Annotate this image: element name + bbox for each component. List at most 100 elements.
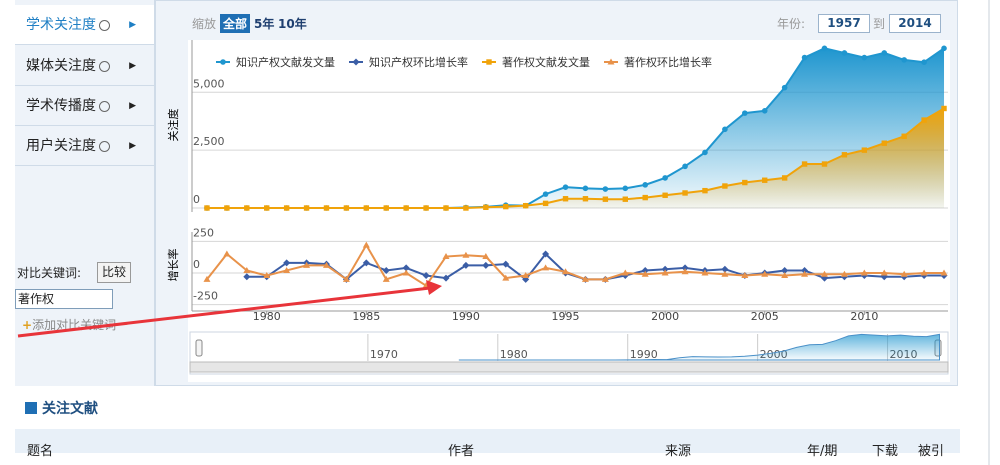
y-tick-label: 5,000 — [193, 77, 225, 90]
data-point — [681, 264, 689, 272]
item-label: 媒体关注度 — [26, 58, 96, 74]
data-point — [861, 147, 868, 153]
legend-label: 著作权文献发文量 — [502, 55, 590, 69]
sidebar-item[interactable]: 学术关注度 ▶ — [15, 5, 154, 45]
data-point — [861, 54, 868, 61]
data-point — [422, 272, 430, 280]
data-point — [820, 270, 828, 277]
data-point — [881, 50, 888, 56]
data-point — [562, 268, 570, 275]
data-point — [303, 261, 311, 268]
data-point — [741, 272, 749, 279]
y-tick-label: 0 — [193, 193, 200, 206]
sidebar: 学术关注度 ▶ 媒体关注度 ▶ 学术传播度 ▶ 用户关注度 ▶ 对比关键词: 比较 著作… — [15, 0, 155, 386]
sidebar-item[interactable]: 学术传播度 ▶ — [15, 86, 154, 126]
sidebar-item[interactable]: 媒体关注度 ▶ — [15, 46, 154, 86]
x-tick-label: 2005 — [751, 310, 779, 323]
data-point — [941, 45, 947, 52]
data-point — [503, 203, 509, 210]
data-point — [901, 133, 907, 139]
data-point — [462, 261, 470, 269]
data-point — [801, 161, 808, 167]
data-point — [821, 161, 828, 167]
data-point — [762, 177, 768, 183]
data-point — [482, 253, 490, 260]
data-point — [681, 268, 689, 275]
data-point — [402, 264, 410, 272]
y2-axis-title: 增长率 — [166, 249, 180, 282]
data-point — [702, 149, 708, 156]
data-point — [781, 84, 788, 91]
table-header-row — [15, 429, 960, 453]
data-point — [443, 205, 449, 211]
legend-label: 知识产权环比增长率 — [369, 55, 468, 69]
data-point — [622, 196, 628, 202]
data-point — [801, 266, 809, 274]
data-point — [661, 269, 669, 276]
x-tick-label: 1990 — [452, 310, 480, 323]
y-axis-title: 关注度 — [166, 109, 180, 142]
data-point — [442, 274, 450, 282]
data-point — [661, 265, 669, 273]
data-point — [841, 50, 848, 56]
data-point — [402, 269, 410, 276]
series-line — [246, 252, 945, 281]
compare-button[interactable]: 比较 — [97, 262, 131, 283]
column-header: 年/期 — [807, 444, 838, 459]
data-point — [642, 194, 648, 201]
data-point — [601, 275, 609, 282]
data-point — [621, 269, 629, 276]
year-to[interactable]: 2014 — [889, 14, 941, 33]
navigator-handle[interactable] — [195, 339, 203, 357]
data-point — [860, 269, 868, 276]
compare-label: 对比关键词: — [17, 266, 82, 280]
y2-tick-label: 0 — [193, 258, 200, 271]
data-point — [921, 117, 927, 123]
item-label: 学术传播度 — [26, 98, 96, 114]
data-point — [702, 187, 708, 194]
data-point — [243, 266, 251, 273]
page-divider — [988, 0, 990, 465]
articles-section: 关注文献 — [15, 392, 960, 465]
data-point — [342, 275, 350, 282]
legend-marker — [607, 58, 615, 65]
year-from[interactable]: 1957 — [818, 14, 870, 33]
keyword-input[interactable]: 著作权 — [15, 289, 113, 309]
data-point — [880, 269, 888, 276]
y2-tick-label: -250 — [193, 290, 218, 303]
add-keyword-link[interactable]: +添加对比关键词 — [22, 318, 117, 332]
data-point — [363, 205, 370, 211]
data-point — [502, 260, 510, 268]
x-tick-label: 1980 — [253, 310, 281, 323]
data-point — [562, 184, 569, 190]
scrollbar[interactable] — [189, 361, 949, 373]
zoom-option[interactable]: 5年 — [254, 17, 275, 31]
data-point — [900, 270, 908, 277]
data-point — [283, 205, 290, 211]
y2-tick-label: 250 — [193, 226, 214, 239]
zoom-option[interactable]: 全部 — [220, 14, 251, 33]
data-point — [204, 205, 210, 211]
data-point — [303, 205, 310, 211]
data-point — [382, 275, 390, 282]
series-line — [206, 243, 945, 288]
sidebar-item[interactable]: 用户关注度 ▶ — [15, 126, 154, 166]
data-point — [463, 205, 469, 211]
data-point — [641, 266, 649, 274]
data-point — [423, 205, 429, 211]
column-header: 题名 — [27, 444, 54, 459]
y-tick-label: 2,500 — [193, 135, 225, 148]
data-point — [322, 261, 330, 268]
data-point — [244, 205, 250, 211]
x-tick-label: 2000 — [651, 310, 679, 323]
data-point — [283, 266, 291, 273]
data-point — [403, 205, 409, 211]
data-point — [542, 264, 550, 271]
zoom-option[interactable]: 10年 — [278, 17, 307, 31]
data-point — [383, 205, 389, 211]
data-point — [840, 270, 848, 277]
data-point — [263, 272, 271, 279]
data-point — [642, 182, 649, 188]
section-icon — [25, 402, 37, 414]
data-point — [243, 273, 251, 281]
